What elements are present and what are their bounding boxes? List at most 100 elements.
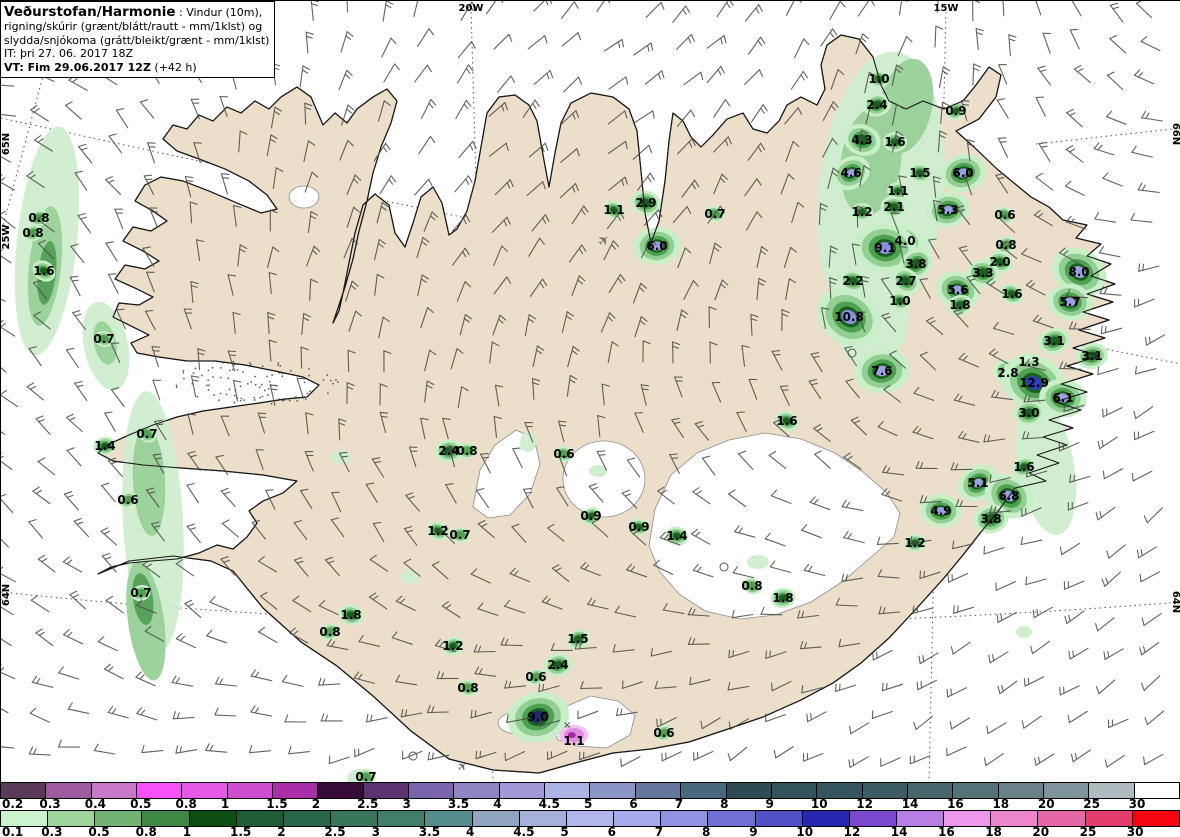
- precip-value: 1.8: [949, 298, 970, 312]
- precip-blob: [506, 691, 570, 743]
- colorbar-sleet-cell: [46, 783, 92, 798]
- precip-value: 0.8: [741, 579, 762, 593]
- precip-value: 5.7: [1059, 295, 1080, 309]
- precip-value: 3.8: [980, 512, 1001, 526]
- colorbar-rain-tick-label: 3.5: [418, 825, 441, 837]
- colorbar-rain-tick-label: 4: [466, 825, 475, 837]
- model-name: Veðurstofan/Harmonie: [4, 4, 176, 20]
- precip-value: 1.6: [33, 264, 54, 278]
- precip-value: 0.8: [457, 681, 478, 695]
- precip-blob: [665, 526, 689, 546]
- precip-blob: [456, 442, 478, 460]
- precip-blob: [843, 124, 881, 156]
- colorbar-rain-tick-label: 5: [560, 825, 569, 837]
- colorbar-rain-cell: [378, 811, 426, 826]
- colorbar-rain-cell: [1132, 811, 1179, 826]
- legend-title-line: Veðurstofan/Harmonie : Vindur (10m),: [4, 4, 269, 20]
- colorbar-sleet-cell: [273, 783, 319, 798]
- coastline-overlay: [97, 34, 1116, 774]
- precip-value: 0.8: [456, 444, 477, 458]
- precip-area: [520, 432, 536, 452]
- colorbar-rain-tick-label: 30: [1126, 825, 1144, 837]
- colorbar-rain-tick-label: 20: [1032, 825, 1050, 837]
- colorbar-rain-tick-label: 2.5: [324, 825, 346, 837]
- precip-value: 4.6: [840, 166, 861, 180]
- colorbar-rain-cell: [472, 811, 520, 826]
- precip-value: 0.7: [704, 207, 725, 221]
- precip-value: 3.0: [1018, 406, 1039, 420]
- precip-area: [747, 555, 769, 569]
- precip-value: 0.7: [93, 332, 114, 346]
- precip-value: 6.0: [646, 239, 667, 253]
- colorbar-sleet-tick-label: 30: [1128, 797, 1146, 811]
- colorbar-rain-cell: [802, 811, 850, 826]
- precip-value: 1.1: [563, 734, 584, 748]
- precip-blob: [1013, 400, 1045, 426]
- precip-blob: [889, 291, 911, 311]
- colorbar-sleet-snow: [0, 782, 1180, 799]
- precip-blob: [23, 224, 43, 242]
- colorbar-rain-tick-label: 14: [890, 825, 908, 837]
- colorbar-rain-tick-label: 7: [654, 825, 664, 837]
- precip-value: 4.0: [894, 234, 915, 248]
- colorbar-rain-tick-label: 4.5: [513, 825, 535, 837]
- precip-blob: [566, 629, 590, 649]
- valid-time-line: VT: Fim 29.06.2017 12Z (+42 h): [4, 61, 269, 74]
- colorbar-rain-cell: [236, 811, 284, 826]
- colorbar-sleet-cell: [590, 783, 636, 798]
- colorbar-sleet-cell: [1134, 783, 1179, 798]
- precip-value: 0.6: [994, 208, 1015, 222]
- precip-value: 1.8: [772, 591, 793, 605]
- wind-barb-layer: [1, 1, 1166, 768]
- precip-value: 1.3: [1018, 355, 1039, 369]
- precip-blob: [1000, 283, 1024, 305]
- graticule-label-top: 15W: [934, 3, 959, 14]
- precip-blobs: [23, 70, 1108, 782]
- colorbar-sleet-tick-label: 3: [402, 797, 411, 811]
- colorbar-rain-cell: [708, 811, 756, 826]
- colorbar-rain-tick-label: 0.3: [41, 825, 63, 837]
- precip-blob: [654, 724, 674, 742]
- colorbar-rain-cell: [896, 811, 945, 826]
- valid-time: VT: Fim 29.06.2017 12Z: [4, 60, 151, 74]
- precip-value: 3.3: [972, 266, 993, 280]
- precip-area: [401, 570, 419, 584]
- legend-box: Veðurstofan/Harmonie : Vindur (10m), rig…: [0, 1, 276, 79]
- graticule-label-right: 66N: [1170, 123, 1180, 145]
- graticule-label-left: 25W: [1, 225, 12, 250]
- precip-value: 6.8: [998, 489, 1019, 503]
- precip-blob: [853, 222, 917, 274]
- colorbar-rain-cell: [331, 811, 379, 826]
- precip-value: 9.1: [874, 241, 895, 255]
- precip-blob: [770, 587, 796, 609]
- precip-blob: [939, 153, 987, 193]
- precip-blob: [908, 163, 932, 183]
- precip-blob: [862, 93, 892, 117]
- precip-value: 3.1: [1081, 349, 1102, 363]
- colorbar-sleet-cell: [545, 783, 591, 798]
- colorbar-sleet-tick-label: 16: [947, 797, 964, 811]
- colorbar-sleet-tick-label: 25: [1083, 797, 1100, 811]
- colorbar-sleet-cell: [1089, 783, 1135, 798]
- colorbar-rain-tick-label: 25: [1079, 825, 1097, 837]
- precip-value: 1.1: [887, 184, 908, 198]
- colorbar-sleet-cell: [1043, 783, 1090, 798]
- colorbar-rain-tick-label: 18: [985, 825, 1002, 837]
- precip-blob: [839, 269, 867, 293]
- colorbar-sleet-cell: [907, 783, 954, 798]
- precip-value: 2.4: [547, 658, 568, 672]
- precip-value: 4.3: [851, 133, 872, 147]
- colorbar-rain-cell: [755, 811, 803, 826]
- precip-value: 2.7: [895, 274, 916, 288]
- precip-blob: [131, 584, 151, 602]
- colorbar-rain-tick-label: 0.1: [2, 825, 24, 837]
- colorbar-sleet-tick-label: 0.2: [2, 797, 24, 811]
- precip-value: 1.8: [340, 608, 361, 622]
- colorbar-rain-tick-label: 1.5: [230, 825, 252, 837]
- colorbar-sleet-cell: [318, 783, 364, 798]
- precip-value: 0.9: [580, 509, 601, 523]
- precip-value: 8.0: [1068, 265, 1089, 279]
- x-marker-icon: ×: [563, 720, 571, 731]
- precip-blob: [94, 331, 114, 347]
- colorbar-sleet-tick-label: 6: [629, 797, 638, 811]
